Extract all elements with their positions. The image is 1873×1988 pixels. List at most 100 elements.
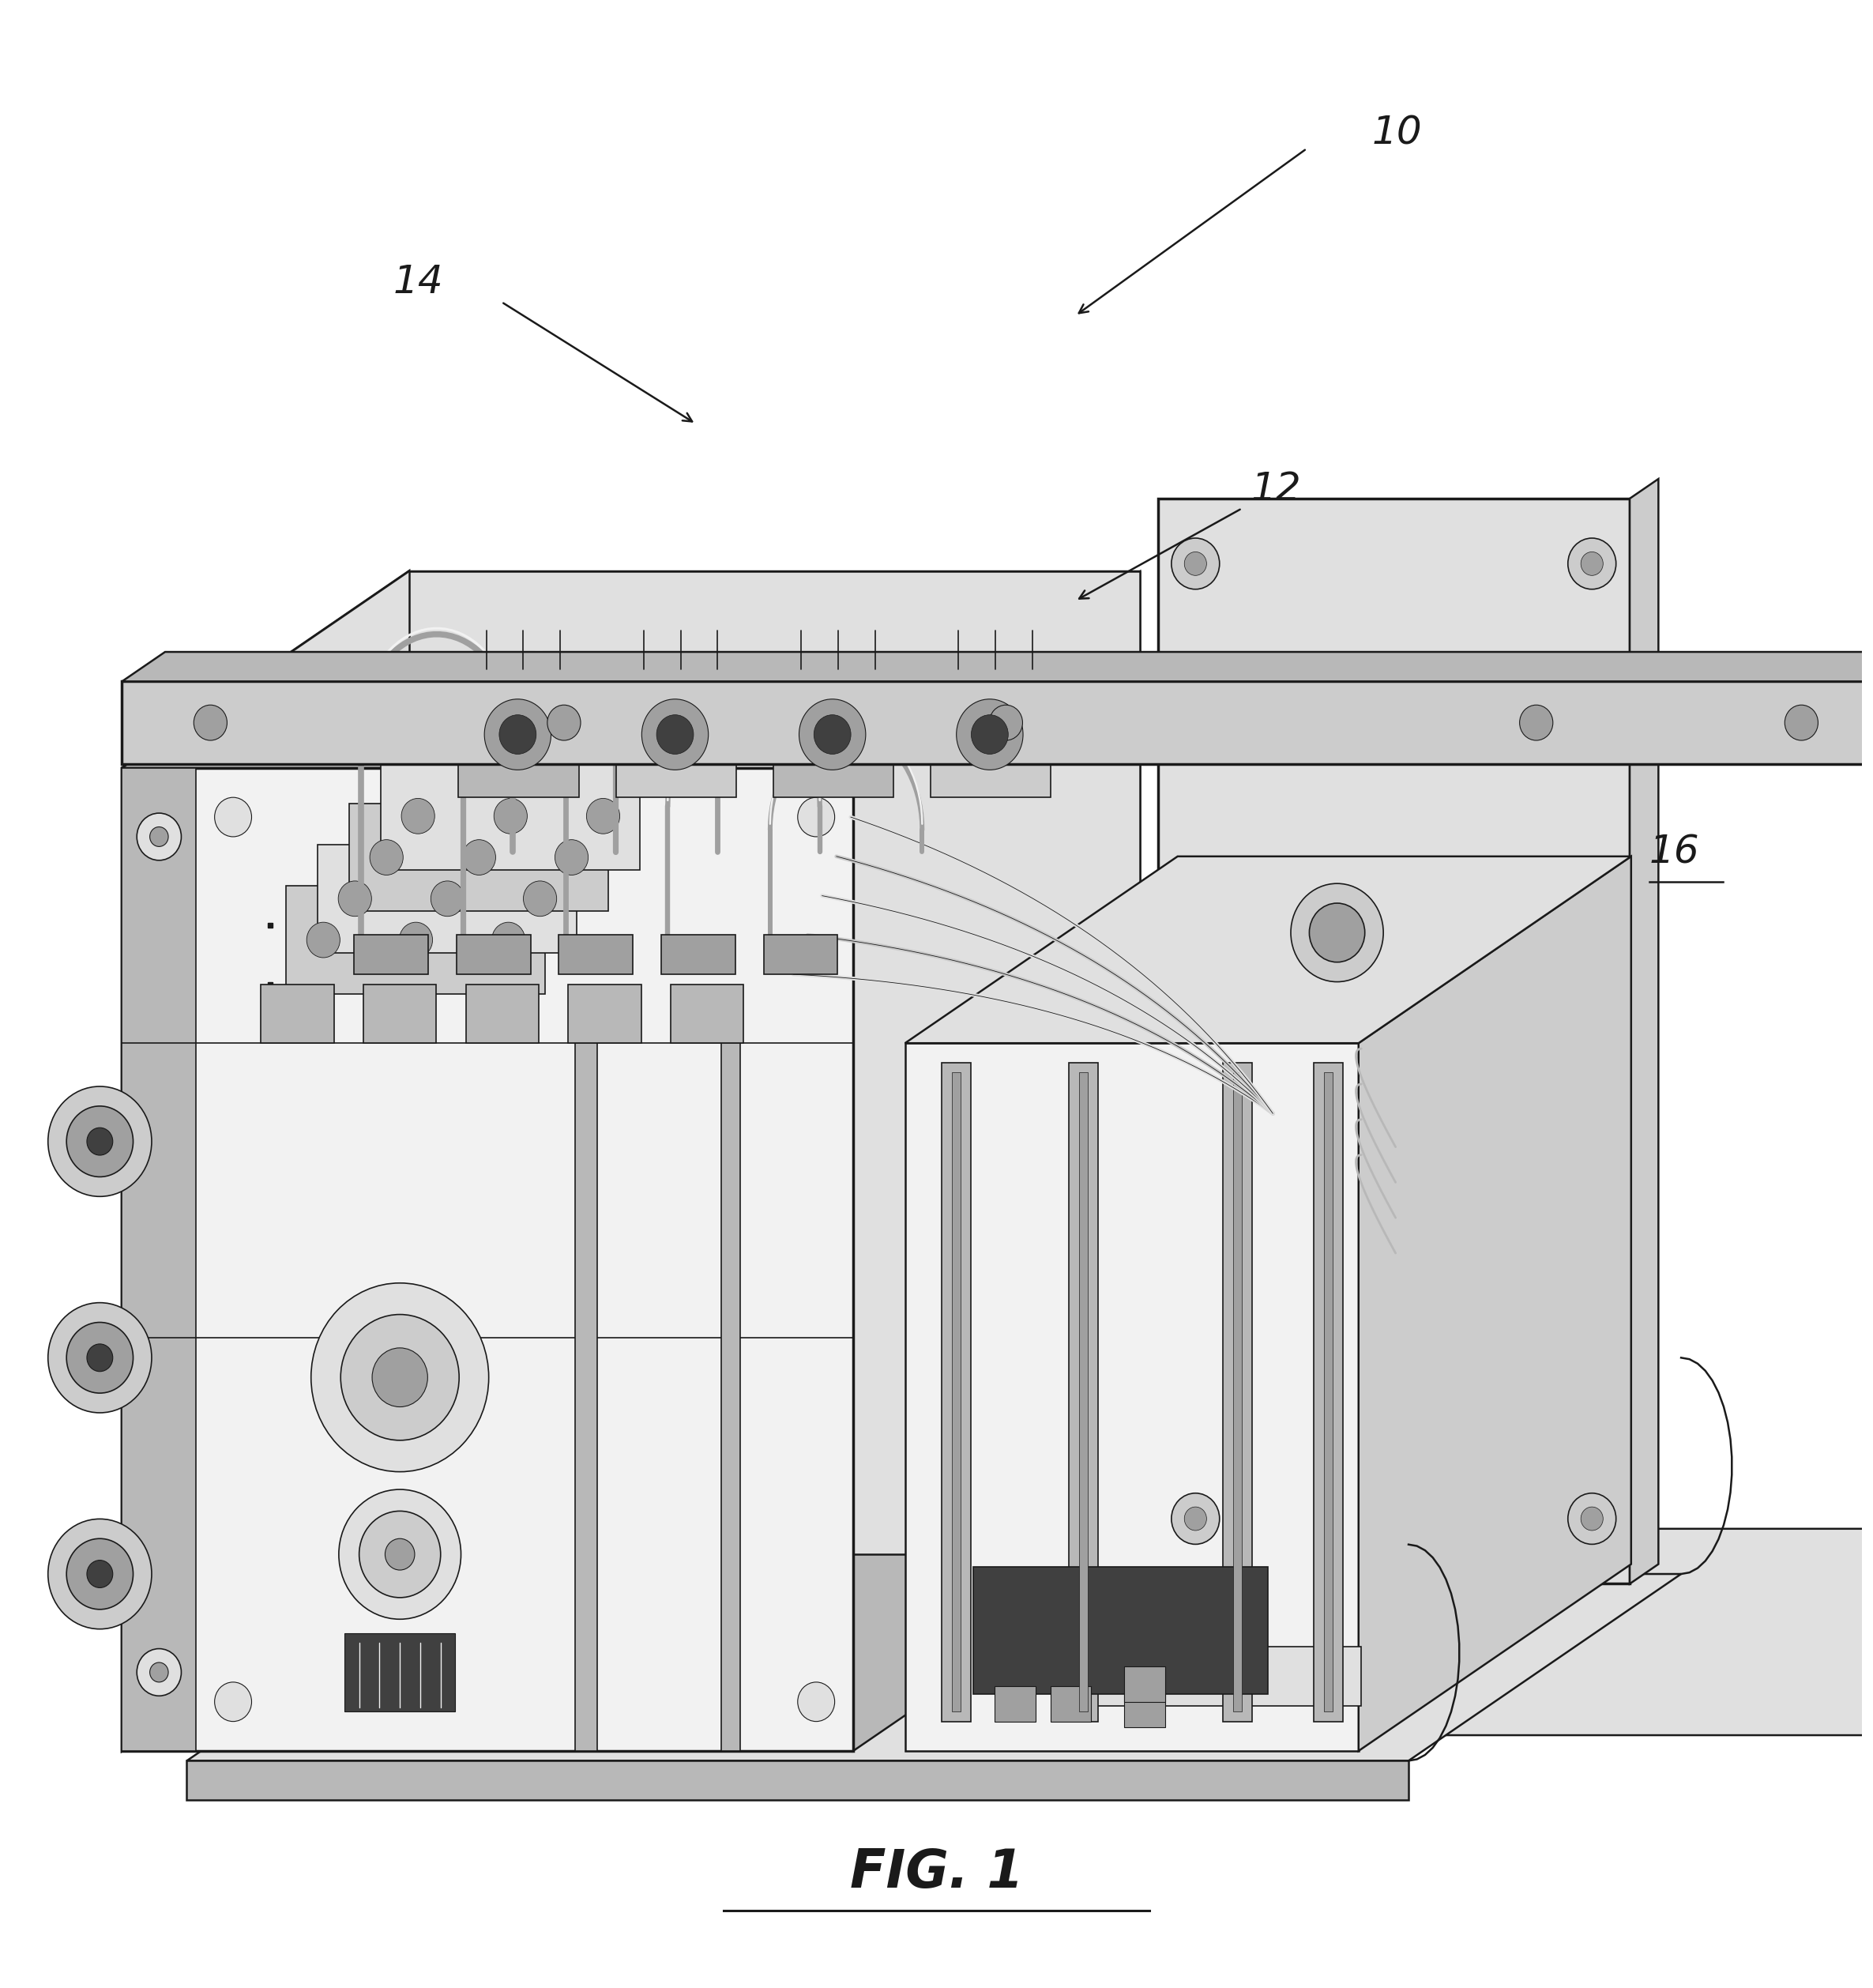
Circle shape (1171, 539, 1219, 588)
Circle shape (215, 1682, 251, 1722)
Circle shape (494, 799, 526, 833)
Polygon shape (661, 934, 736, 974)
Circle shape (307, 922, 341, 958)
Polygon shape (575, 1044, 597, 1751)
Circle shape (373, 1348, 427, 1408)
Circle shape (137, 813, 182, 861)
Polygon shape (122, 652, 1873, 682)
Text: 12: 12 (1251, 469, 1302, 507)
Polygon shape (568, 984, 641, 1044)
Polygon shape (1064, 1646, 1362, 1706)
Polygon shape (931, 670, 1051, 797)
Circle shape (341, 1314, 459, 1439)
Circle shape (431, 881, 465, 916)
Polygon shape (942, 1064, 970, 1722)
Circle shape (86, 1561, 112, 1588)
Polygon shape (122, 571, 1141, 767)
Polygon shape (122, 767, 854, 1751)
Circle shape (989, 706, 1023, 740)
Circle shape (339, 881, 371, 916)
Polygon shape (122, 571, 408, 1751)
Polygon shape (995, 1686, 1036, 1722)
Polygon shape (363, 984, 436, 1044)
Polygon shape (558, 934, 633, 974)
Circle shape (1519, 706, 1553, 740)
Circle shape (554, 839, 588, 875)
Circle shape (399, 922, 433, 958)
Polygon shape (1051, 1686, 1092, 1722)
Polygon shape (671, 984, 744, 1044)
Polygon shape (721, 1044, 740, 1751)
Text: FIG. 1: FIG. 1 (850, 1847, 1023, 1899)
Circle shape (547, 706, 581, 740)
Circle shape (657, 716, 693, 753)
Circle shape (485, 700, 551, 769)
Polygon shape (854, 571, 1141, 1751)
Circle shape (1568, 539, 1616, 588)
Polygon shape (764, 934, 837, 974)
Text: 16: 16 (1648, 833, 1699, 871)
Circle shape (1290, 883, 1384, 982)
Circle shape (1785, 706, 1819, 740)
Circle shape (957, 700, 1023, 769)
Polygon shape (974, 1567, 1268, 1694)
Circle shape (401, 799, 435, 833)
Circle shape (137, 1648, 182, 1696)
Polygon shape (187, 1529, 1873, 1736)
Polygon shape (1232, 1072, 1242, 1712)
Circle shape (642, 700, 708, 769)
Polygon shape (1630, 479, 1658, 1584)
Polygon shape (260, 984, 333, 1044)
Polygon shape (1313, 1064, 1343, 1722)
Circle shape (311, 1282, 489, 1471)
Circle shape (1581, 1507, 1603, 1531)
Circle shape (193, 706, 227, 740)
Polygon shape (187, 1574, 1682, 1761)
Circle shape (586, 799, 620, 833)
Circle shape (972, 716, 1008, 753)
Circle shape (49, 1302, 152, 1413)
Circle shape (798, 797, 835, 837)
Circle shape (500, 716, 536, 753)
Circle shape (86, 1127, 112, 1155)
Circle shape (67, 1105, 133, 1177)
Circle shape (523, 881, 556, 916)
Circle shape (493, 922, 524, 958)
Circle shape (1581, 553, 1603, 575)
Circle shape (800, 700, 865, 769)
Polygon shape (345, 1632, 455, 1712)
Polygon shape (774, 670, 893, 797)
Circle shape (215, 797, 251, 837)
Polygon shape (905, 857, 1631, 1044)
Polygon shape (408, 571, 1141, 1555)
Polygon shape (457, 934, 530, 974)
Polygon shape (122, 767, 197, 1751)
Circle shape (1568, 1493, 1616, 1545)
Circle shape (150, 827, 169, 847)
Circle shape (1171, 1493, 1219, 1545)
Polygon shape (122, 682, 1873, 763)
Polygon shape (1079, 1072, 1088, 1712)
Polygon shape (354, 934, 429, 974)
Polygon shape (1124, 1666, 1165, 1702)
Circle shape (49, 1519, 152, 1628)
Circle shape (386, 1539, 414, 1571)
Circle shape (1184, 1507, 1206, 1531)
Circle shape (463, 839, 496, 875)
Circle shape (1184, 553, 1206, 575)
Polygon shape (1068, 1064, 1098, 1722)
Polygon shape (459, 670, 579, 797)
Circle shape (1309, 903, 1365, 962)
Polygon shape (951, 1072, 961, 1712)
Polygon shape (905, 1044, 1358, 1751)
Polygon shape (350, 803, 609, 911)
Circle shape (150, 1662, 169, 1682)
Circle shape (798, 1682, 835, 1722)
Polygon shape (1158, 499, 1630, 1584)
Polygon shape (318, 845, 577, 952)
Polygon shape (380, 761, 641, 871)
Polygon shape (287, 887, 545, 994)
Polygon shape (1358, 857, 1631, 1751)
Circle shape (67, 1322, 133, 1394)
Circle shape (67, 1539, 133, 1610)
